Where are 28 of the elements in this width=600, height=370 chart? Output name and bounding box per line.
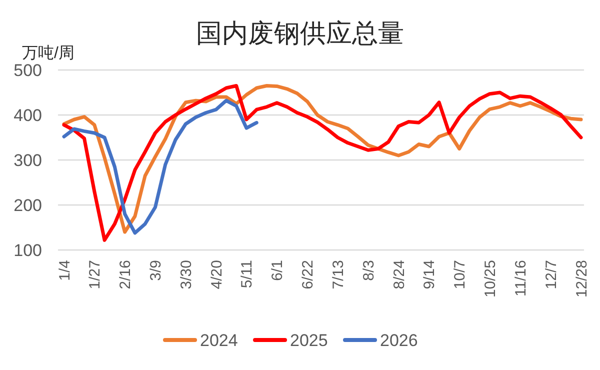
x-tick-label: 8/3 [360,260,378,281]
legend-label: 2025 [290,331,328,350]
x-tick-label: 9/14 [421,260,438,290]
x-tick-label: 4/20 [208,260,226,290]
y-tick-label: 400 [14,106,42,125]
x-tick-label: 11/16 [512,260,530,296]
x-tick-label: 12/28 [573,260,590,298]
legend-label: 2026 [380,331,418,350]
chart-title: 国内废钢供应总量 [196,18,404,48]
y-tick-label: 300 [14,151,42,170]
x-tick-label: 6/22 [300,260,317,290]
x-tick-label: 10/7 [452,260,469,290]
x-tick-label: 7/13 [330,260,347,290]
x-tick-label: 5/11 [238,260,256,288]
x-tick-label: 6/1 [269,260,286,281]
x-tick-label: 10/25 [482,260,500,298]
legend-label: 2024 [200,331,238,350]
y-axis-title: 万吨/周 [22,44,74,62]
x-tick-label: 12/7 [542,260,560,290]
x-tick-label: 2/16 [117,260,134,290]
x-tick-label: 1/27 [86,260,104,290]
y-tick-label: 100 [14,241,42,260]
x-tick-label: 3/9 [147,260,164,281]
x-tick-label: 3/30 [178,260,195,290]
x-tick-label: 1/4 [56,260,74,281]
y-tick-label: 200 [14,196,42,215]
x-tick-label: 8/24 [390,260,408,290]
y-tick-label: 500 [14,61,42,80]
